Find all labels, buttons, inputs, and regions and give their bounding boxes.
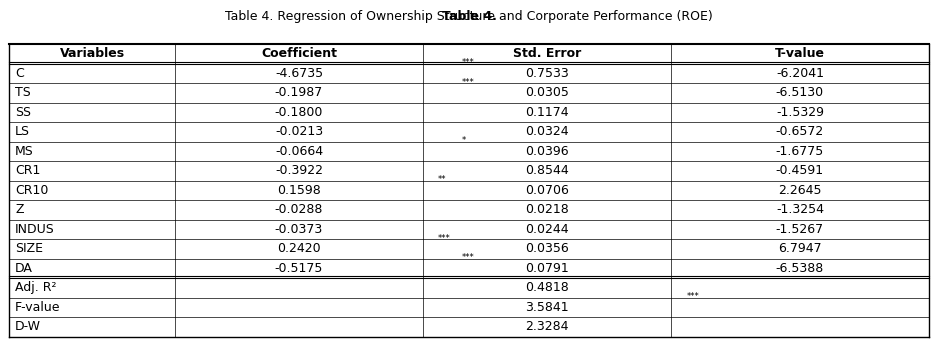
Text: LS: LS	[15, 125, 30, 138]
Text: TS: TS	[15, 86, 31, 99]
Text: DA: DA	[15, 262, 33, 275]
Text: MS: MS	[15, 145, 34, 158]
Text: *: *	[461, 136, 465, 145]
Text: CR1: CR1	[15, 165, 40, 177]
Text: C: C	[15, 67, 23, 80]
Text: 3.5841: 3.5841	[525, 301, 569, 314]
Text: 0.0396: 0.0396	[525, 145, 569, 158]
Text: 2.2645: 2.2645	[779, 184, 822, 197]
Text: 0.1598: 0.1598	[277, 184, 321, 197]
Text: 0.4818: 0.4818	[525, 282, 569, 294]
Text: Table 4. Regression of Ownership Structure and Corporate Performance (ROE): Table 4. Regression of Ownership Structu…	[225, 10, 713, 23]
Text: 0.0244: 0.0244	[525, 223, 569, 236]
Text: 0.0218: 0.0218	[525, 203, 569, 216]
Text: -1.6775: -1.6775	[776, 145, 825, 158]
Text: T-value: T-value	[775, 48, 825, 61]
Text: 0.0356: 0.0356	[525, 242, 569, 255]
Text: Std. Error: Std. Error	[513, 48, 582, 61]
Text: SS: SS	[15, 106, 31, 119]
Text: D-W: D-W	[15, 320, 41, 333]
Text: -1.3254: -1.3254	[776, 203, 824, 216]
Text: 0.2420: 0.2420	[277, 242, 321, 255]
Text: 0.0706: 0.0706	[525, 184, 569, 197]
Text: ***: ***	[461, 253, 475, 262]
Text: 6.7947: 6.7947	[779, 242, 822, 255]
Text: CR10: CR10	[15, 184, 49, 197]
Text: -6.5388: -6.5388	[776, 262, 825, 275]
Text: **: **	[438, 175, 446, 184]
Text: -0.6572: -0.6572	[776, 125, 825, 138]
Text: ***: ***	[461, 78, 475, 87]
Text: -6.5130: -6.5130	[776, 86, 824, 99]
Text: 2.3284: 2.3284	[525, 320, 568, 333]
Text: -6.2041: -6.2041	[776, 67, 824, 80]
Text: 0.1174: 0.1174	[525, 106, 569, 119]
Text: -0.3922: -0.3922	[275, 165, 323, 177]
Text: 0.0305: 0.0305	[525, 86, 569, 99]
Text: -0.0213: -0.0213	[275, 125, 323, 138]
Text: ***: ***	[438, 234, 451, 243]
Text: -0.0664: -0.0664	[275, 145, 323, 158]
Text: Adj. R²: Adj. R²	[15, 282, 56, 294]
Text: Coefficient: Coefficient	[261, 48, 337, 61]
Text: Variables: Variables	[59, 48, 125, 61]
Text: -0.1987: -0.1987	[275, 86, 323, 99]
Text: -4.6735: -4.6735	[275, 67, 323, 80]
Text: -0.1800: -0.1800	[275, 106, 323, 119]
Text: 0.0791: 0.0791	[525, 262, 569, 275]
Text: ***: ***	[461, 58, 475, 67]
Text: -0.0288: -0.0288	[275, 203, 323, 216]
Text: 0.8544: 0.8544	[525, 165, 569, 177]
Text: Table 4.: Table 4.	[442, 10, 496, 23]
Text: SIZE: SIZE	[15, 242, 43, 255]
Text: 0.0324: 0.0324	[525, 125, 569, 138]
Text: 0.7533: 0.7533	[525, 67, 569, 80]
Text: -0.4591: -0.4591	[776, 165, 824, 177]
Text: F-value: F-value	[15, 301, 61, 314]
Text: -1.5267: -1.5267	[776, 223, 824, 236]
Text: -1.5329: -1.5329	[776, 106, 824, 119]
Text: Z: Z	[15, 203, 23, 216]
Text: -0.0373: -0.0373	[275, 223, 323, 236]
Text: INDUS: INDUS	[15, 223, 54, 236]
Text: ***: ***	[687, 292, 699, 301]
Text: -0.5175: -0.5175	[275, 262, 323, 275]
